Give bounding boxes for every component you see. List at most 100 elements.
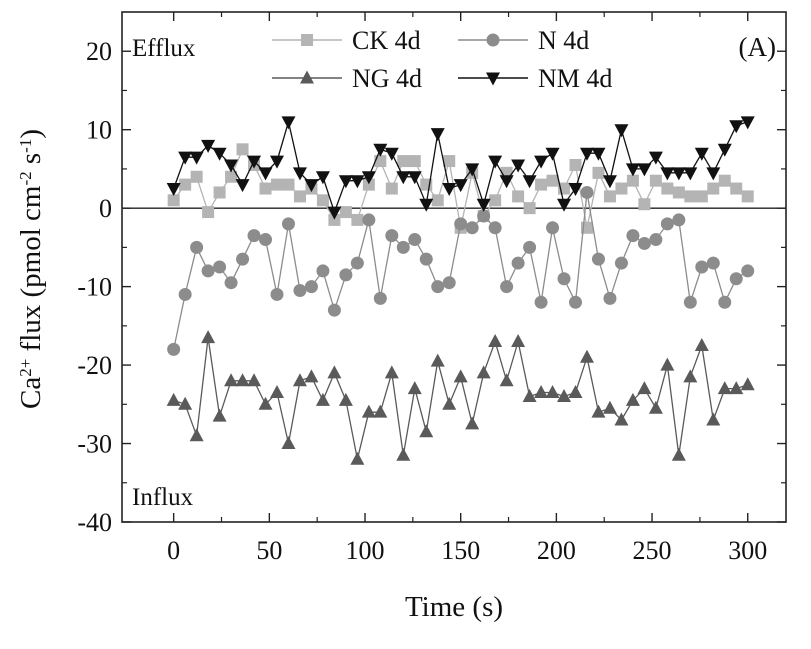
data-point [660,167,675,181]
data-point [225,170,238,183]
data-point [465,221,479,235]
data-point [500,280,514,294]
data-point [201,264,215,278]
data-point [660,357,675,371]
data-point [648,151,663,165]
data-point [339,268,353,282]
data-point [281,116,296,130]
data-point [694,147,709,161]
data-point [511,334,526,348]
efflux-annotation: Efflux [132,35,196,62]
series-n-4d [167,185,755,356]
data-point [166,392,181,406]
data-point [614,256,628,270]
y-title-sup-s: -1 [16,139,35,153]
data-point [638,198,651,211]
data-point [385,229,399,243]
data-point [557,272,571,286]
data-point [362,178,375,191]
data-point [374,155,387,168]
data-point [580,185,594,199]
data-point [304,280,318,294]
data-point [465,416,480,430]
y-tick-label: -10 [77,273,112,302]
legend: CK 4d N 4d NG 4d NM 4d [272,26,612,93]
data-point [546,174,559,187]
data-point [683,369,698,383]
data-point [396,240,410,254]
data-point [442,276,456,290]
legend-label: N 4d [538,26,589,55]
panel-label: (A) [739,32,776,62]
data-point [602,400,617,414]
data-point [615,182,628,195]
data-point [591,252,605,266]
y-title-mid: flux (pmol cm [15,185,47,359]
data-point [523,202,536,215]
data-point [453,179,468,193]
series-nm-4d [166,116,755,220]
data-point [443,155,456,168]
data-point [304,179,319,193]
data-point [431,194,444,207]
y-tick-label: -40 [77,508,112,537]
data-point [740,116,755,130]
data-point [694,337,709,351]
data-point [258,396,273,410]
y-tick-label: 10 [86,116,112,145]
data-point [259,233,273,247]
data-point [557,388,572,402]
data-point [419,198,434,212]
data-point [740,377,755,391]
data-point [511,159,526,173]
data-point [431,280,445,294]
data-point [465,163,480,177]
data-point [293,284,307,298]
data-point [408,155,421,168]
data-point [269,385,284,399]
data-point [579,147,594,161]
x-tick-label: 0 [167,536,180,565]
y-title-sup-charge: 2+ [16,359,35,377]
data-point [569,159,582,171]
data-point [419,252,433,266]
legend-entry: NM 4d [458,64,612,93]
data-point [350,256,364,270]
data-point [683,295,697,309]
data-point [534,295,548,309]
data-point [373,404,388,418]
x-tick-label: 150 [441,536,480,565]
data-point [626,229,640,243]
data-point [717,143,732,157]
y-tick-label: -30 [77,430,112,459]
data-point [591,404,606,418]
data-point [293,190,306,203]
data-point [190,170,203,183]
data-point [327,303,341,317]
data-point [189,151,204,165]
data-point [592,166,605,179]
data-point [499,175,514,189]
data-point [717,381,732,395]
data-point [224,276,238,290]
data-point [315,392,330,406]
y-tick-label: -20 [77,351,112,380]
data-point [292,373,307,387]
data-point [545,147,560,161]
data-point [397,155,410,168]
data-point [534,155,549,169]
data-point [270,287,284,301]
legend-marker [300,70,314,84]
data-point [660,217,674,231]
data-point [511,256,525,270]
y-title-sup-cm: -2 [16,171,35,185]
data-point [672,186,685,199]
data-point [649,174,662,187]
data-point [568,183,583,197]
data-point [408,233,422,247]
data-point [557,198,572,212]
data-point [281,217,295,231]
data-point [178,287,192,301]
data-point [178,151,193,165]
